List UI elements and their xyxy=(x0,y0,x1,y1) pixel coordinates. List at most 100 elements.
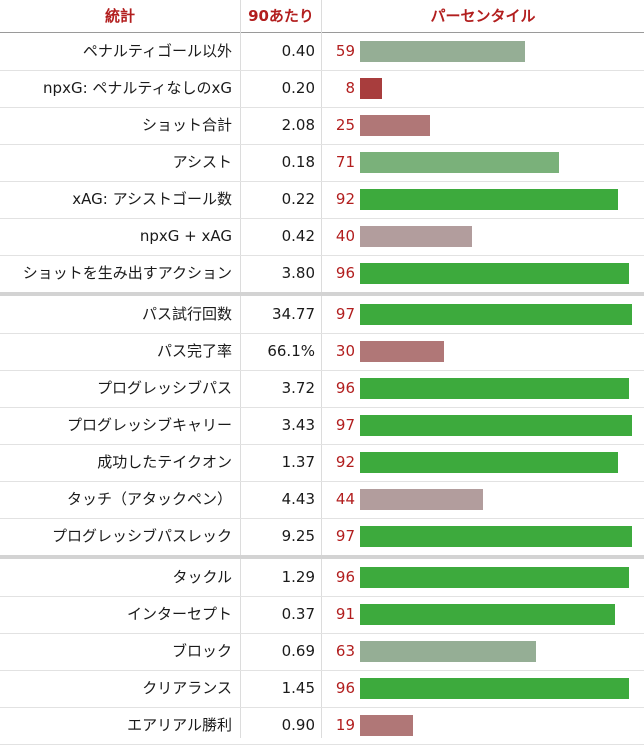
stat-label: npxG + xAG xyxy=(139,227,232,245)
per90-value: 4.43 xyxy=(281,490,315,508)
percentile-bar xyxy=(360,678,629,699)
table-row: タッチ（アタックペン） 4.43 44 xyxy=(0,481,644,519)
percentile-value: 44 xyxy=(335,490,355,508)
per90-value: 0.42 xyxy=(281,227,315,245)
percentile-value: 97 xyxy=(335,305,355,323)
percentile-value: 96 xyxy=(335,379,355,397)
percentile-bar xyxy=(360,489,483,510)
column-divider xyxy=(321,0,322,738)
table-row: クリアランス 1.45 96 xyxy=(0,670,644,708)
table-row: パス完了率 66.1% 30 xyxy=(0,333,644,371)
percentile-value: 97 xyxy=(335,416,355,434)
per90-value: 2.08 xyxy=(281,116,315,134)
per90-value: 9.25 xyxy=(281,527,315,545)
percentile-value: 71 xyxy=(335,153,355,171)
percentile-bar xyxy=(360,452,618,473)
stat-label: xAG: アシストゴール数 xyxy=(72,190,232,208)
per90-value: 0.90 xyxy=(281,716,315,734)
percentile-bar xyxy=(360,304,632,325)
per90-value: 0.37 xyxy=(281,605,315,623)
table-header: 統計 90あたり パーセンタイル xyxy=(0,0,644,33)
percentile-value: 92 xyxy=(335,190,355,208)
percentile-value: 96 xyxy=(335,568,355,586)
table-row: npxG: ペナルティなしのxG 0.20 8 xyxy=(0,70,644,108)
table-row: npxG + xAG 0.42 40 xyxy=(0,218,644,256)
table-row: エアリアル勝利 0.90 19 xyxy=(0,707,644,745)
table-row: プログレッシブキャリー 3.43 97 xyxy=(0,407,644,445)
percentile-bar xyxy=(360,263,629,284)
percentile-value: 59 xyxy=(335,42,355,60)
percentile-bar xyxy=(360,341,444,362)
per90-value: 0.22 xyxy=(281,190,315,208)
per90-value: 3.72 xyxy=(281,379,315,397)
per90-value: 3.43 xyxy=(281,416,315,434)
table-row: xAG: アシストゴール数 0.22 92 xyxy=(0,181,644,219)
percentile-value: 97 xyxy=(335,527,355,545)
per90-value: 0.20 xyxy=(281,79,315,97)
table-row: ショットを生み出すアクション 3.80 96 xyxy=(0,255,644,293)
per90-value: 0.18 xyxy=(281,153,315,171)
percentile-bar xyxy=(360,567,629,588)
per90-value: 66.1% xyxy=(267,342,315,360)
percentile-bar xyxy=(360,78,382,99)
percentile-bar xyxy=(360,189,618,210)
stat-label: プログレッシブパスレック xyxy=(51,527,232,545)
stat-label: クリアランス xyxy=(142,679,232,697)
group-separator xyxy=(0,292,644,296)
table-row: インターセプト 0.37 91 xyxy=(0,596,644,634)
stat-label: ショット合計 xyxy=(141,116,232,134)
header-percentile[interactable]: パーセンタイル xyxy=(430,7,536,25)
percentile-value: 30 xyxy=(335,342,355,360)
percentile-bar xyxy=(360,415,632,436)
percentile-value: 96 xyxy=(335,264,355,282)
stat-label: npxG: ペナルティなしのxG xyxy=(43,79,232,97)
stat-label: エアリアル勝利 xyxy=(127,716,232,734)
group-separator xyxy=(0,555,644,559)
table-row: ブロック 0.69 63 xyxy=(0,633,644,671)
per90-value: 3.80 xyxy=(281,264,315,282)
table-row: 成功したテイクオン 1.37 92 xyxy=(0,444,644,482)
percentile-bar xyxy=(360,378,629,399)
percentile-bar xyxy=(360,41,525,62)
percentile-value: 8 xyxy=(345,79,355,97)
stat-label: タックル xyxy=(172,568,232,586)
stat-label: パス完了率 xyxy=(156,342,232,360)
per90-value: 0.69 xyxy=(281,642,315,660)
table-row: プログレッシブパス 3.72 96 xyxy=(0,370,644,408)
percentile-value: 40 xyxy=(335,227,355,245)
percentile-bar xyxy=(360,526,632,547)
percentile-bar xyxy=(360,604,615,625)
percentile-bar xyxy=(360,641,536,662)
percentile-bar xyxy=(360,115,430,136)
stat-label: ブロック xyxy=(171,642,232,660)
percentile-bar xyxy=(360,226,472,247)
table-row: タックル 1.29 96 xyxy=(0,559,644,597)
percentile-value: 19 xyxy=(335,716,355,734)
percentile-value: 92 xyxy=(335,453,355,471)
header-stat[interactable]: 統計 xyxy=(104,7,135,25)
table-row: パス試行回数 34.77 97 xyxy=(0,296,644,334)
stat-label: パス試行回数 xyxy=(141,305,232,323)
percentile-value: 96 xyxy=(335,679,355,697)
percentile-value: 63 xyxy=(335,642,355,660)
percentile-value: 25 xyxy=(335,116,355,134)
per90-value: 1.29 xyxy=(281,568,315,586)
table-row: プログレッシブパスレック 9.25 97 xyxy=(0,518,644,556)
table-row: アシスト 0.18 71 xyxy=(0,144,644,182)
stat-label: タッチ（アタックペン） xyxy=(66,490,232,508)
percentile-bar xyxy=(360,152,559,173)
stat-label: ショットを生み出すアクション xyxy=(22,264,232,282)
per90-value: 34.77 xyxy=(272,305,315,323)
stat-label: アシスト xyxy=(172,153,232,171)
percentile-bar xyxy=(360,715,413,736)
table-row: ペナルティゴール以外 0.40 59 xyxy=(0,33,644,71)
stat-label: 成功したテイクオン xyxy=(97,453,232,471)
table-row: ショット合計 2.08 25 xyxy=(0,107,644,145)
per90-value: 0.40 xyxy=(281,42,315,60)
stat-label: ペナルティゴール以外 xyxy=(82,42,232,60)
percentile-value: 91 xyxy=(335,605,355,623)
header-per90[interactable]: 90あたり xyxy=(248,7,314,25)
column-divider xyxy=(240,0,241,738)
stat-label: プログレッシブキャリー xyxy=(66,416,232,434)
